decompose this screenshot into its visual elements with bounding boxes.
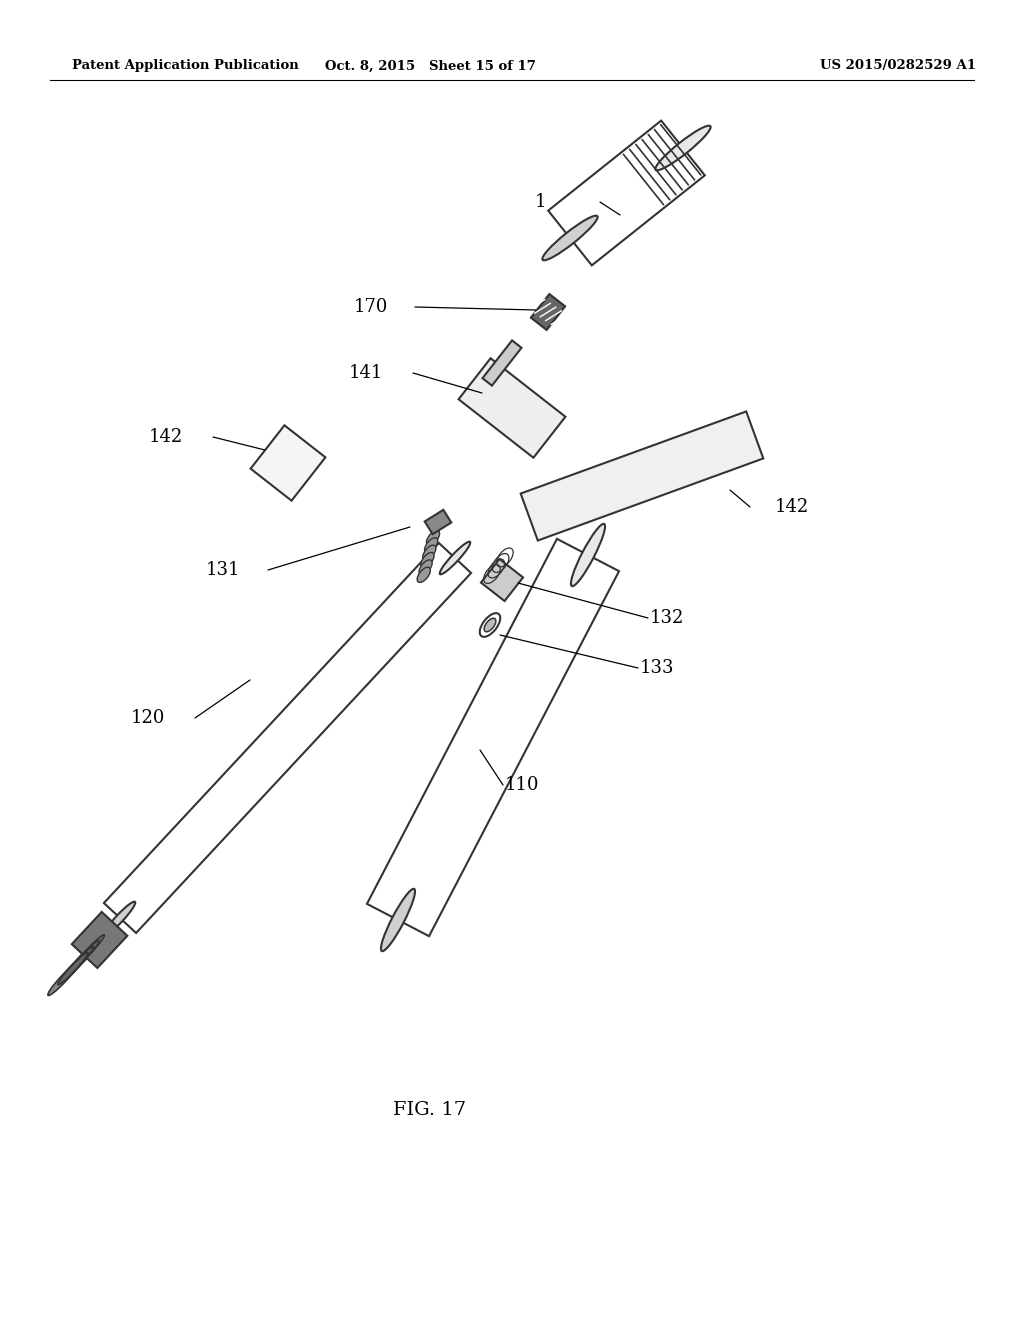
Ellipse shape (48, 962, 78, 995)
Text: 170: 170 (353, 298, 388, 315)
Text: 110: 110 (505, 776, 540, 795)
Ellipse shape (480, 614, 501, 636)
Ellipse shape (63, 946, 93, 979)
Ellipse shape (439, 541, 470, 574)
Polygon shape (425, 510, 452, 535)
Ellipse shape (484, 618, 496, 632)
Text: 132: 132 (650, 609, 684, 627)
Text: 1: 1 (535, 193, 546, 211)
Text: Patent Application Publication: Patent Application Publication (72, 59, 299, 73)
Text: US 2015/0282529 A1: US 2015/0282529 A1 (820, 59, 976, 73)
Text: 131: 131 (206, 561, 240, 579)
Polygon shape (548, 120, 705, 265)
Polygon shape (251, 425, 326, 500)
Polygon shape (459, 358, 565, 458)
Ellipse shape (425, 537, 437, 553)
Ellipse shape (69, 941, 99, 973)
Ellipse shape (571, 524, 605, 586)
Ellipse shape (426, 531, 439, 545)
Ellipse shape (417, 568, 430, 582)
Polygon shape (367, 539, 620, 936)
Ellipse shape (104, 902, 135, 935)
Text: 120: 120 (131, 709, 165, 727)
Ellipse shape (421, 553, 434, 568)
Polygon shape (481, 558, 523, 601)
Text: 141: 141 (348, 364, 383, 381)
Text: 142: 142 (775, 498, 809, 516)
Polygon shape (72, 912, 127, 968)
Ellipse shape (543, 215, 598, 260)
Ellipse shape (381, 888, 415, 952)
Ellipse shape (56, 954, 87, 986)
Ellipse shape (423, 545, 436, 561)
Text: FIG. 17: FIG. 17 (393, 1101, 467, 1119)
Ellipse shape (81, 927, 112, 960)
Ellipse shape (74, 935, 104, 968)
Ellipse shape (58, 952, 88, 985)
Text: 142: 142 (148, 428, 183, 446)
Polygon shape (530, 294, 565, 330)
Polygon shape (482, 341, 521, 385)
Polygon shape (520, 412, 763, 540)
Polygon shape (103, 543, 471, 933)
Ellipse shape (419, 560, 432, 576)
Ellipse shape (73, 936, 103, 969)
Ellipse shape (655, 125, 711, 170)
Text: 133: 133 (640, 659, 675, 677)
Ellipse shape (65, 945, 95, 978)
Text: Oct. 8, 2015   Sheet 15 of 17: Oct. 8, 2015 Sheet 15 of 17 (325, 59, 536, 73)
